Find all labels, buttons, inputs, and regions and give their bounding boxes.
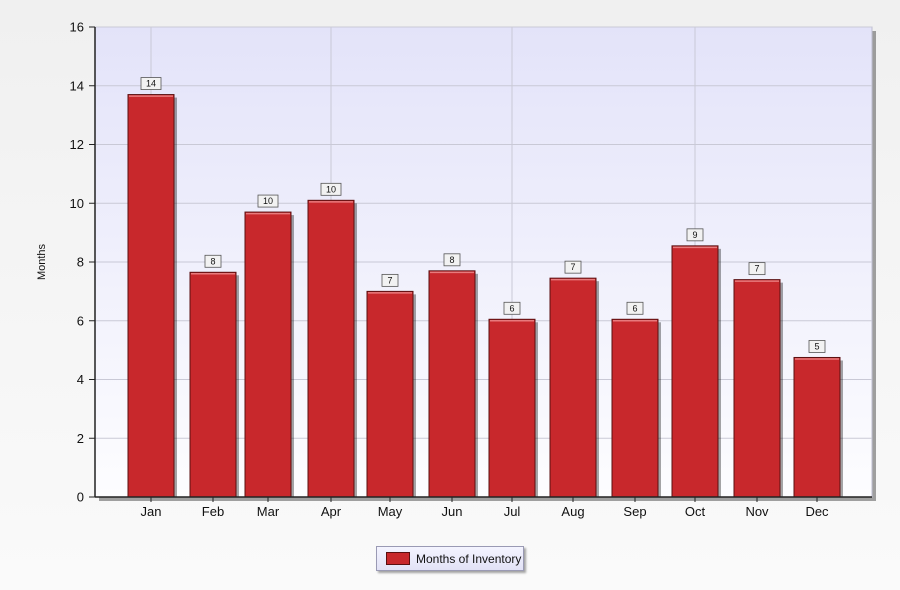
data-label: 8	[449, 255, 454, 265]
data-label-box	[204, 254, 222, 268]
y-tick-label: 12	[70, 137, 84, 152]
data-label: 9	[692, 230, 697, 240]
x-tick-label: Nov	[745, 504, 769, 519]
bar	[366, 290, 414, 498]
x-tick-label: Jun	[442, 504, 463, 519]
y-tick-label: 10	[70, 196, 84, 211]
data-label: 7	[570, 262, 575, 272]
bar	[428, 270, 476, 498]
x-tick-label: Feb	[202, 504, 224, 519]
bar	[793, 356, 841, 498]
data-label: 10	[263, 196, 273, 206]
y-axis-label: Months	[36, 243, 48, 280]
legend: Months of Inventory	[376, 546, 524, 571]
data-label: 10	[326, 184, 336, 194]
x-tick-label: Aug	[561, 504, 584, 519]
bar	[127, 94, 175, 498]
x-tick-label: Sep	[623, 504, 646, 519]
bar	[733, 279, 781, 498]
data-label-box	[443, 253, 461, 267]
y-tick-label: 0	[77, 490, 84, 505]
bar	[244, 211, 292, 498]
x-tick-label: Jul	[504, 504, 521, 519]
bar	[307, 199, 355, 498]
legend-label: Months of Inventory	[416, 551, 522, 566]
bar	[189, 271, 237, 498]
data-label-box	[564, 260, 582, 274]
bar-series	[127, 94, 843, 498]
data-label: 5	[814, 341, 819, 351]
bar	[611, 318, 659, 498]
data-label-box	[140, 77, 162, 90]
y-tick-label: 2	[77, 431, 84, 446]
data-label: 6	[509, 303, 514, 313]
data-labels: 14 8 10 10 7 8 6 7 6 9 7 5	[140, 77, 826, 353]
data-label: 7	[387, 275, 392, 285]
x-tick-label: Jan	[141, 504, 162, 519]
data-label-box	[748, 262, 766, 276]
data-label: 8	[210, 256, 215, 266]
data-label-box	[320, 182, 342, 196]
y-axis-ticks: 0 2 4 6 8 10 12 14 16	[70, 20, 95, 505]
data-label: 6	[632, 303, 637, 313]
data-label-box	[257, 194, 279, 208]
legend-swatch	[386, 552, 410, 565]
y-tick-label: 4	[77, 372, 84, 387]
data-label-box	[686, 228, 704, 242]
data-label-box	[503, 301, 521, 315]
y-tick-label: 16	[70, 20, 84, 35]
bar	[488, 318, 536, 498]
x-tick-label: Mar	[257, 504, 280, 519]
bar	[671, 245, 719, 498]
data-label-box	[381, 273, 399, 287]
x-tick-label: Dec	[805, 504, 829, 519]
data-label: 7	[754, 264, 759, 274]
y-tick-label: 14	[70, 78, 84, 93]
data-label-box	[626, 301, 644, 315]
x-tick-label: Oct	[685, 504, 706, 519]
data-label: 14	[146, 79, 156, 89]
x-tick-label: Apr	[321, 504, 342, 519]
bar	[549, 277, 597, 498]
data-label-box	[808, 340, 826, 353]
y-tick-label: 8	[77, 255, 84, 270]
y-tick-label: 6	[77, 313, 84, 328]
x-tick-label: May	[378, 504, 403, 519]
x-axis-ticks: Jan Feb Mar Apr May Jun Jul Aug Sep Oct Nov Dec	[141, 497, 829, 519]
